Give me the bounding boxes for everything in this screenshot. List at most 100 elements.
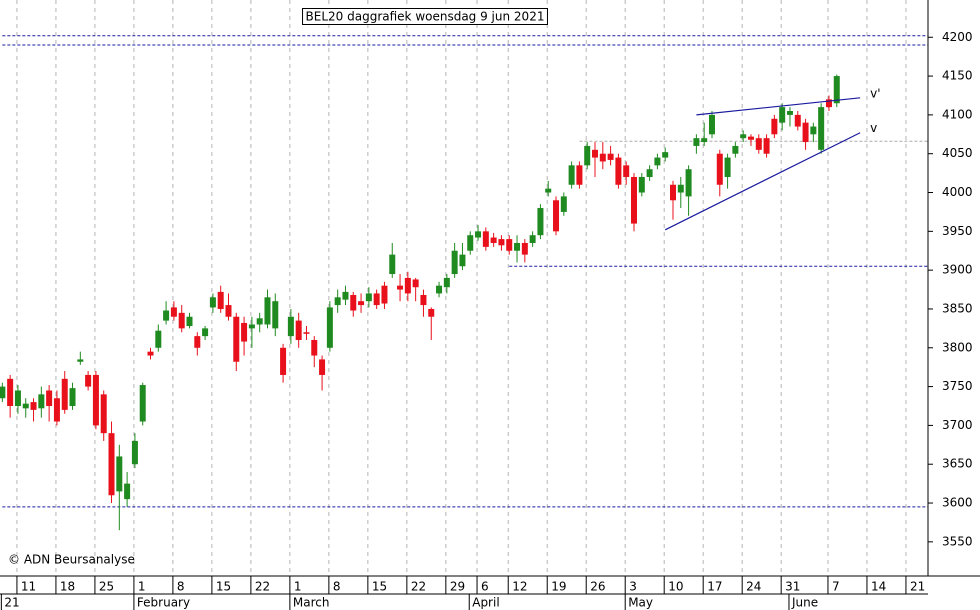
candle-body	[755, 138, 762, 150]
candle-body	[77, 359, 84, 362]
candle-body	[342, 291, 349, 300]
candle-body	[326, 307, 333, 348]
candle-body	[225, 305, 232, 317]
month-label: March	[293, 596, 330, 610]
candle-body	[381, 285, 388, 304]
candle-body	[638, 176, 645, 193]
candle-body	[186, 316, 193, 327]
candle-body	[701, 138, 708, 143]
candle-body	[475, 231, 482, 238]
candle-body	[810, 126, 817, 135]
candle-body	[521, 242, 528, 255]
candle-body	[716, 153, 723, 185]
y-tick-label: 3900	[942, 263, 973, 277]
candle-body	[412, 279, 419, 288]
candle-body	[334, 297, 341, 306]
candle-body	[576, 165, 583, 185]
candle-body	[584, 145, 591, 166]
candle-body	[498, 239, 505, 246]
candle-body	[490, 237, 497, 243]
candle-body	[124, 483, 131, 500]
candle-body	[833, 76, 840, 104]
candle-body	[319, 359, 326, 375]
candle-body	[264, 297, 271, 325]
x-tick-label: 7	[832, 580, 840, 594]
candle-body	[482, 231, 489, 247]
candle-body	[209, 297, 216, 308]
y-tick-label: 4050	[942, 146, 973, 160]
candle-body	[506, 239, 513, 251]
candle-body	[443, 277, 450, 288]
trendline-label: v	[870, 121, 877, 135]
candle-body	[280, 347, 287, 375]
candle-body	[623, 165, 630, 177]
candle-body	[233, 316, 240, 362]
candle-body	[677, 184, 684, 193]
candle-body	[529, 235, 536, 243]
candle-body	[428, 308, 435, 317]
candle-body	[786, 111, 793, 115]
candle-body	[389, 254, 396, 275]
plot-area	[0, 0, 928, 576]
candle-body	[459, 254, 466, 267]
candle-body	[311, 340, 318, 356]
candle-body	[615, 157, 622, 185]
y-tick-label: 3700	[942, 418, 973, 432]
candle-body	[131, 440, 138, 465]
y-tick-label: 3550	[942, 534, 973, 548]
month-label: 21	[4, 596, 19, 610]
chart-title: BEL20 daggrafiek woensdag 9 jun 2021	[306, 10, 545, 24]
candle-body	[100, 394, 107, 434]
candle-body	[685, 169, 692, 197]
candle-body	[350, 294, 357, 311]
x-tick-label: 25	[99, 580, 114, 594]
candle-body	[662, 152, 669, 158]
candle-body	[46, 390, 53, 406]
y-tick-label: 3650	[942, 457, 973, 471]
month-label: June	[791, 596, 818, 610]
candle-body	[747, 136, 754, 140]
y-tick-label: 3750	[942, 379, 973, 393]
y-tick-label: 4200	[942, 30, 973, 44]
x-tick-label: 29	[450, 580, 465, 594]
x-tick-label: 18	[60, 580, 75, 594]
y-tick-label: 3800	[942, 340, 973, 354]
candle-body	[763, 138, 770, 154]
candle-body	[287, 316, 294, 337]
x-tick-label: 8	[333, 580, 341, 594]
candle-body	[0, 386, 6, 399]
x-tick-label: 24	[746, 580, 761, 594]
candle-body	[30, 402, 37, 410]
candle-body	[693, 138, 700, 146]
candle-body	[248, 324, 255, 329]
y-tick-label: 3950	[942, 224, 973, 238]
candle-body	[14, 390, 21, 406]
candle-body	[53, 398, 60, 422]
candle-body	[545, 188, 552, 193]
candle-body	[373, 293, 380, 306]
x-tick-label: 11	[21, 580, 36, 594]
candle-body	[241, 322, 248, 342]
candle-body	[217, 291, 224, 309]
x-tick-label: 26	[590, 580, 605, 594]
candle-body	[553, 200, 560, 232]
candle-body	[85, 374, 92, 387]
trendline	[664, 132, 861, 231]
title-box	[302, 8, 548, 25]
candle-body	[170, 307, 177, 317]
candle-body	[22, 403, 29, 409]
candle-body	[92, 374, 99, 426]
candle-body	[436, 285, 443, 294]
candle-body	[303, 332, 310, 334]
candle-body	[256, 318, 263, 325]
y-tick-label: 4150	[942, 69, 973, 83]
trendline-label: v'	[870, 86, 880, 100]
candle-body	[802, 122, 809, 143]
candle-body	[451, 250, 458, 275]
candle-body	[818, 107, 825, 150]
candle-body	[467, 235, 474, 251]
x-tick-label: 8	[177, 580, 185, 594]
candle-body	[7, 378, 14, 406]
candle-body	[38, 394, 45, 409]
